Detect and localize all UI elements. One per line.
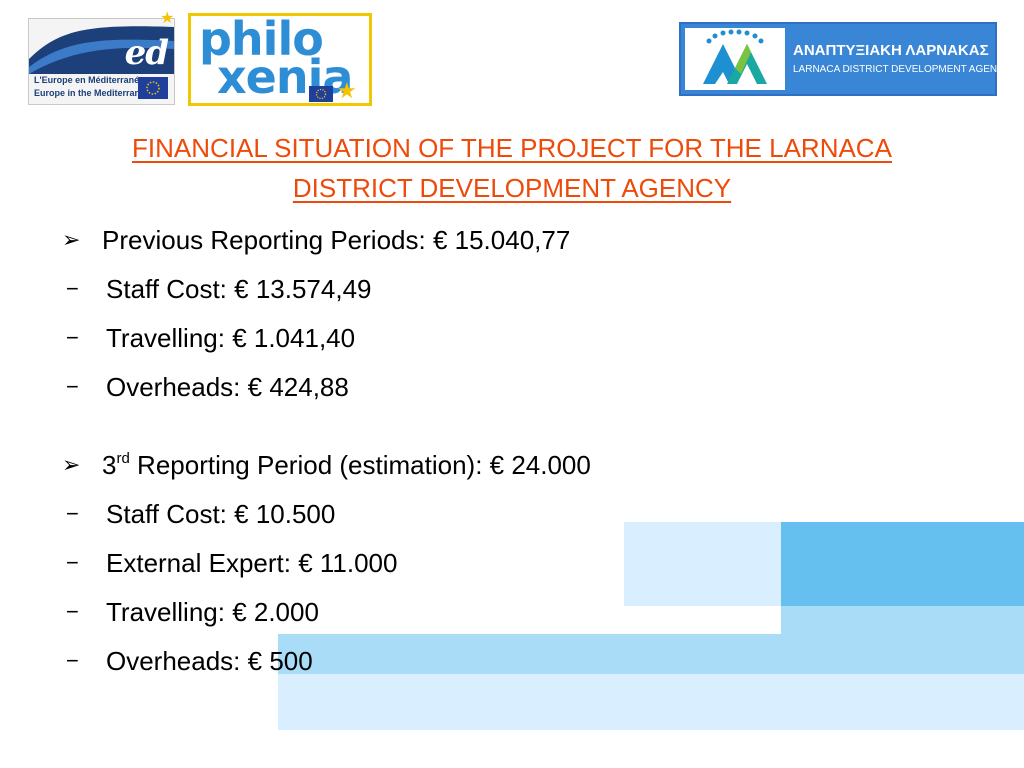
- arrow-bullet-icon: ➢: [62, 452, 81, 477]
- slide-title-line2: DISTRICT DEVELOPMENT AGENCY: [292, 173, 732, 203]
- dash-bullet-icon: −: [66, 501, 79, 526]
- list-item-text: Staff Cost: € 13.574,49: [106, 273, 372, 304]
- yellow-star-icon: ★: [337, 78, 357, 103]
- list-item: − External Expert: € 11.000: [60, 543, 397, 583]
- slide-title: FINANCIAL SITUATION OF THE PROJECT FOR T…: [60, 128, 964, 208]
- med-programme-logo: ed L'Europe en Méditerranée Europe in th…: [28, 18, 175, 105]
- section2-heading-number: 3: [102, 449, 117, 480]
- section2-heading: ➢ 3rd Reporting Period (estimation): € 2…: [60, 445, 591, 485]
- med-wave-graphic: [29, 19, 174, 74]
- larnaca-agency-logo: ΑΝΑΠΤΥΞΙΑΚΗ ΛΑΡΝΑΚΑΣ LARNACA DISTRICT DE…: [679, 22, 1011, 96]
- section1-heading: ➢ Previous Reporting Periods: € 15.040,7…: [60, 220, 570, 260]
- eu-flag-icon: [309, 86, 333, 102]
- dash-bullet-icon: −: [66, 374, 79, 399]
- agency-name-greek: ΑΝΑΠΤΥΞΙΑΚΗ ΛΑΡΝΑΚΑΣ: [793, 42, 989, 59]
- arrow-bullet-icon: ➢: [62, 227, 81, 252]
- deco-block-strong-top: [781, 522, 1024, 606]
- list-item-text: Travelling: € 2.000: [106, 596, 319, 627]
- dash-bullet-icon: −: [66, 599, 79, 624]
- section2-heading-rest: Reporting Period (estimation): € 24.000: [129, 449, 591, 480]
- deco-block-medium-right: [781, 606, 1024, 674]
- eu-flag-icon: [138, 77, 168, 99]
- list-item: − Travelling: € 1.041,40: [60, 318, 355, 358]
- list-item-text: Staff Cost: € 10.500: [106, 498, 336, 529]
- list-item: − Overheads: € 500: [60, 641, 313, 681]
- list-item-text: Overheads: € 424,88: [106, 371, 349, 402]
- med-tagline-en: Europe in the Mediterranean: [34, 88, 156, 98]
- section2-heading-ordinal: rd: [116, 449, 130, 467]
- philoxenia-logo: philo xenia ★: [188, 12, 372, 106]
- slide-title-line1: FINANCIAL SITUATION OF THE PROJECT FOR T…: [132, 133, 892, 163]
- list-item: − Overheads: € 424,88: [60, 367, 349, 407]
- section2-heading-text: 3rd Reporting Period (estimation): € 24.…: [102, 450, 591, 481]
- list-item-text: External Expert: € 11.000: [106, 547, 398, 578]
- dash-bullet-icon: −: [66, 276, 79, 301]
- agency-mark-icon: [685, 28, 785, 90]
- dash-bullet-icon: −: [66, 325, 79, 350]
- philoxenia-word-top: philo: [199, 12, 324, 66]
- list-item: − Travelling: € 2.000: [60, 592, 319, 632]
- list-item-text: Overheads: € 500: [106, 645, 313, 676]
- med-word: ed: [124, 33, 169, 73]
- agency-name-english: LARNACA DISTRICT DEVELOPMENT AGENCY: [793, 64, 1012, 75]
- list-item: − Staff Cost: € 10.500: [60, 494, 335, 534]
- list-item: − Staff Cost: € 13.574,49: [60, 269, 371, 309]
- list-item-text: Travelling: € 1.041,40: [106, 322, 356, 353]
- dash-bullet-icon: −: [66, 648, 79, 673]
- med-tagline-fr: L'Europe en Méditerranée: [34, 75, 145, 85]
- yellow-star-icon: ★: [160, 10, 175, 27]
- deco-block-medium-left: [278, 634, 781, 674]
- deco-block-light-top: [624, 522, 784, 606]
- dash-bullet-icon: −: [66, 550, 79, 575]
- deco-block-light-bottom: [278, 674, 1024, 730]
- section1-heading-text: Previous Reporting Periods: € 15.040,77: [102, 224, 571, 255]
